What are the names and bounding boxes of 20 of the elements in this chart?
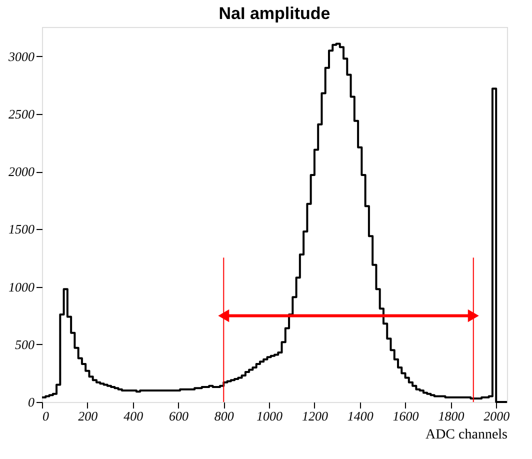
- x-tick-label: 200: [78, 408, 98, 424]
- x-tick-label: 1000: [256, 408, 284, 424]
- y-tick-label: 500: [15, 336, 35, 352]
- y-tick-label: 1500: [8, 222, 35, 237]
- x-tick-label: 600: [168, 408, 189, 424]
- y-tick-label: 0: [28, 394, 35, 410]
- y-tick-label: 1000: [8, 279, 35, 294]
- chart-title: NaI amplitude: [218, 4, 330, 23]
- x-axis-title: ADC channels: [425, 428, 508, 442]
- x-tick-label: 2000: [484, 408, 510, 424]
- x-tick-label: 400: [124, 408, 144, 424]
- y-tick-label: 2500: [8, 106, 35, 122]
- x-tick-label: 800: [214, 408, 234, 424]
- x-tick-label: 1600: [392, 408, 420, 424]
- x-tick-label: 1200: [302, 408, 328, 424]
- x-tick-label: 1800: [438, 408, 465, 424]
- x-tick-label: 1400: [347, 408, 374, 424]
- x-tick-label: 0: [42, 408, 50, 424]
- y-tick-label: 3000: [8, 48, 35, 64]
- y-tick-label: 2000: [8, 164, 35, 180]
